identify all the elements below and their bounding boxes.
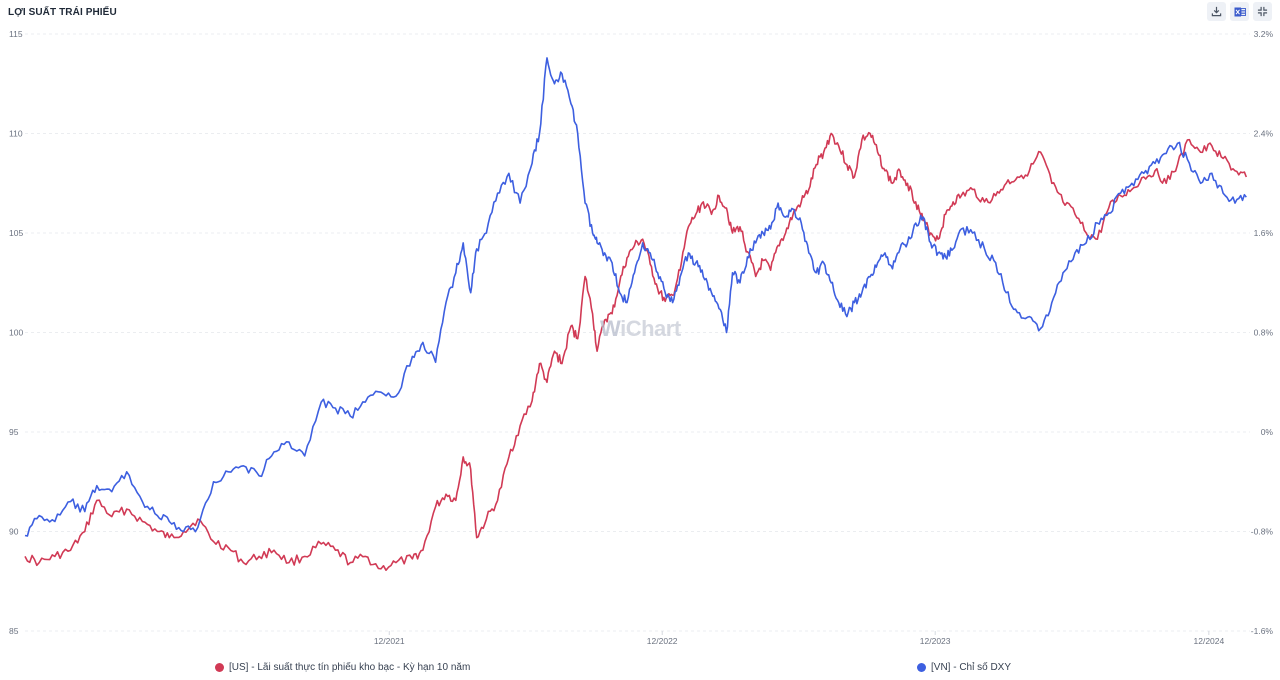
y-right-tick-label: -0.8%	[1251, 527, 1274, 537]
collapse-icon	[1257, 6, 1268, 17]
legend-marker	[215, 663, 224, 672]
y-left-tick-label: 90	[9, 527, 19, 537]
x-tick-label: 12/2021	[374, 636, 405, 646]
grid	[25, 33, 1250, 632]
right-y-axis: -1.6% -0.8% 0% 0.8% 1.6% 2.4% 3.2%	[1251, 29, 1274, 636]
y-right-tick-label: 0%	[1261, 427, 1274, 437]
legend-marker	[917, 663, 926, 672]
y-right-tick-label: 1.6%	[1254, 228, 1274, 238]
y-right-tick-label: 3.2%	[1254, 29, 1274, 39]
y-right-tick-label: -1.6%	[1251, 626, 1274, 636]
y-left-tick-label: 105	[9, 228, 23, 238]
excel-icon	[1234, 7, 1246, 16]
x-tick-label: 12/2023	[920, 636, 951, 646]
y-left-tick-label: 115	[9, 29, 23, 39]
wichart-watermark: WiChart	[600, 316, 681, 341]
x-axis: 12/2021 12/2022 12/2023 12/2024	[374, 631, 1225, 646]
legend-item-dxy[interactable]: [VN] - Chỉ số DXY	[917, 662, 1011, 673]
us-real-yield-line[interactable]	[24, 131, 1248, 571]
x-tick-label: 12/2024	[1194, 636, 1225, 646]
chart-title: LỢI SUẤT TRÁI PHIẾU	[8, 7, 117, 18]
download-icon	[1211, 6, 1222, 17]
download-button[interactable]	[1207, 2, 1226, 21]
left-y-axis: 85 90 95 100 105 110 115	[9, 29, 23, 636]
y-left-tick-label: 110	[9, 129, 23, 139]
legend-label: [US] - Lãi suất thực tín phiếu kho bạc -…	[229, 662, 471, 673]
y-left-tick-label: 100	[9, 328, 23, 338]
y-right-tick-label: 2.4%	[1254, 129, 1274, 139]
collapse-button[interactable]	[1253, 2, 1272, 21]
chart-toolbar	[1207, 2, 1272, 21]
series-lines	[24, 57, 1248, 571]
dxy-line[interactable]	[24, 57, 1247, 537]
y-left-tick-label: 85	[9, 626, 19, 636]
legend-label: [VN] - Chỉ số DXY	[931, 662, 1012, 673]
y-left-tick-label: 95	[9, 427, 19, 437]
legend-item-us-real-yield[interactable]: [US] - Lãi suất thực tín phiếu kho bạc -…	[215, 662, 470, 673]
x-tick-label: 12/2022	[647, 636, 678, 646]
export-excel-button[interactable]	[1230, 2, 1249, 21]
y-right-tick-label: 0.8%	[1254, 328, 1274, 338]
